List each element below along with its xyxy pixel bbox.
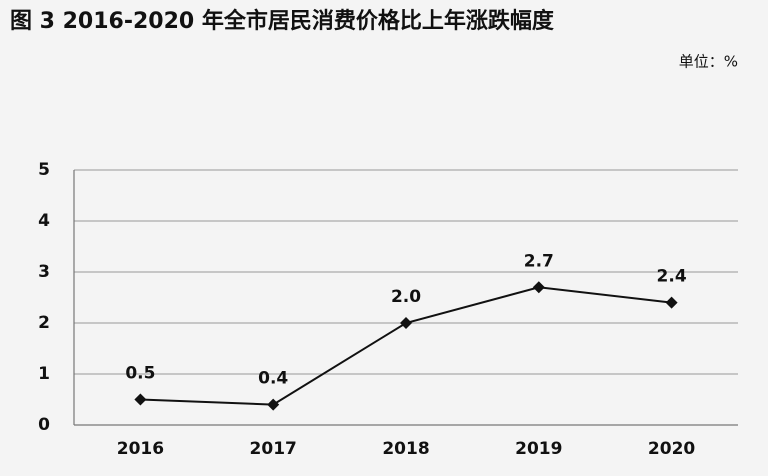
chart-title: 图 3 2016-2020 年全市居民消费价格比上年涨跌幅度: [10, 8, 555, 34]
x-tick-label: 2017: [250, 439, 297, 459]
x-tick-label: 2019: [515, 439, 562, 459]
y-tick-label: 3: [38, 262, 50, 282]
y-tick-label: 5: [38, 160, 50, 180]
x-tick-label: 2016: [117, 439, 164, 459]
value-label: 2.0: [391, 287, 421, 307]
point: [665, 296, 678, 309]
x-tick-label: 2020: [648, 439, 695, 459]
y-tick-label: 2: [38, 313, 50, 333]
y-tick-label: 1: [38, 364, 50, 384]
value-label: 0.5: [125, 364, 155, 384]
y-tick-label: 4: [38, 211, 50, 231]
unit-label: 单位：%: [679, 53, 738, 71]
value-label: 0.4: [258, 369, 288, 389]
point: [267, 398, 280, 411]
point: [400, 317, 412, 329]
value-label: 2.4: [657, 267, 687, 287]
y-tick-label: 0: [38, 415, 50, 435]
point: [134, 393, 147, 406]
x-tick-label: 2018: [382, 439, 429, 459]
value-label: 2.7: [524, 251, 554, 271]
point: [532, 281, 545, 294]
